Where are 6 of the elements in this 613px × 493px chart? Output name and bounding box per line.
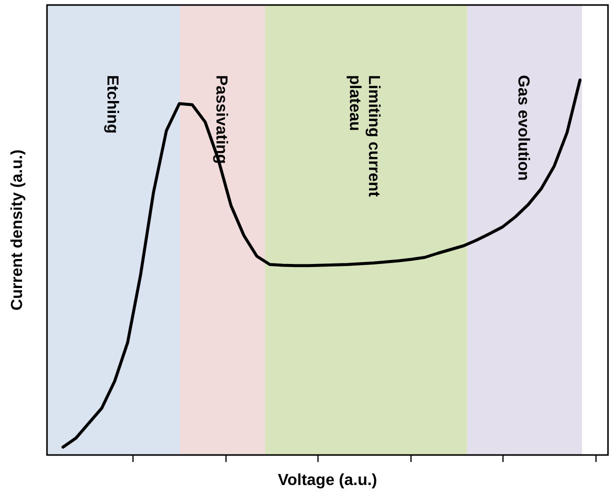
- annotation: Gas evolution: [514, 75, 532, 181]
- annotation: Etching: [104, 75, 120, 134]
- y-axis-title: Current density (a.u.): [9, 150, 26, 310]
- annotation: Limiting current plateau: [346, 75, 382, 198]
- annotation: Passivating: [212, 75, 230, 164]
- x-axis-title: Voltage (a.u.): [278, 472, 378, 489]
